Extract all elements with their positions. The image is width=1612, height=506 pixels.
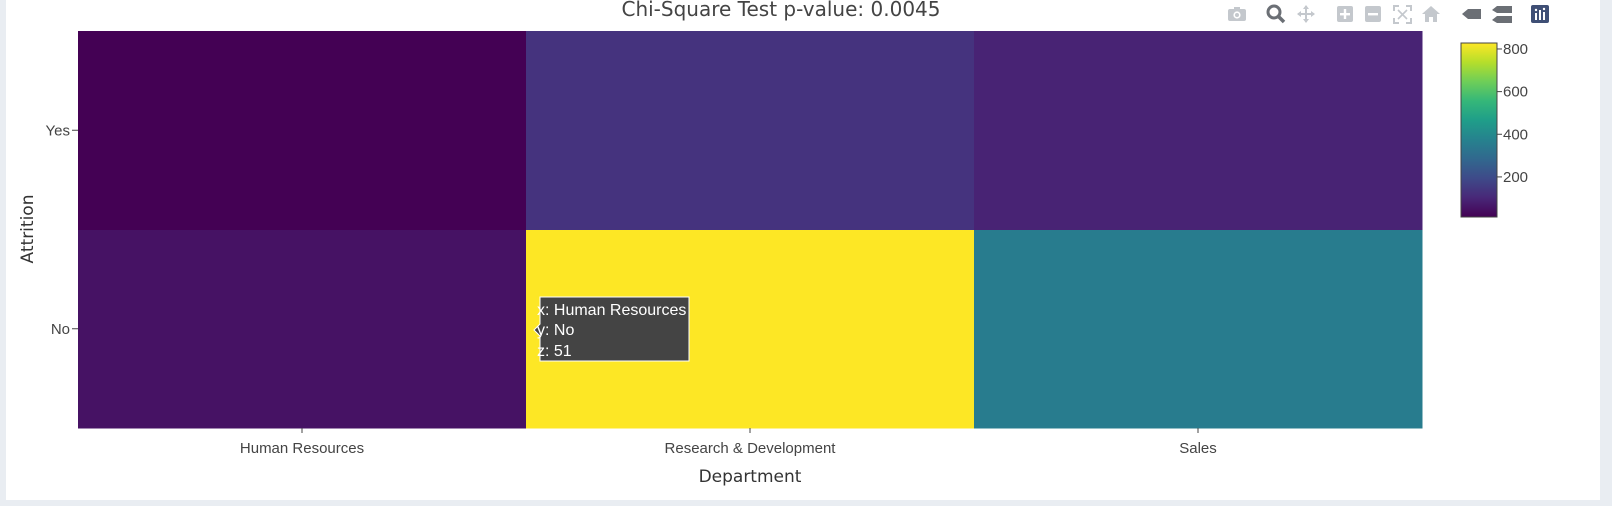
plotly-logo-icon[interactable] (1531, 5, 1549, 23)
tooltip-y: y: No (537, 322, 574, 339)
chart-title: Chi-Square Test p-value: 0.0045 (621, 0, 940, 21)
y-axis-title: Attrition (18, 195, 38, 264)
heatmap-cell[interactable] (78, 229, 527, 429)
zoom-icon[interactable] (1266, 4, 1286, 24)
x-tick-label: Sales (1179, 440, 1217, 457)
tooltip-z: z: 51 (537, 343, 572, 360)
compare-data-icon[interactable] (1492, 6, 1512, 23)
y-tick-label: No (51, 321, 70, 338)
colorbar-ticks: 200 400 600 800 (1497, 41, 1528, 186)
heatmap-cell[interactable] (974, 229, 1423, 429)
colorbar-tick-label: 200 (1503, 169, 1528, 186)
pan-icon[interactable] (1297, 5, 1315, 23)
colorbar-tick-label: 400 (1503, 126, 1528, 143)
x-axis-title: Department (699, 467, 802, 487)
colorbar (1460, 42, 1498, 218)
y-tick-label: Yes (46, 122, 70, 139)
autoscale-icon[interactable] (1393, 5, 1412, 24)
colorbar-tick-label: 600 (1503, 84, 1528, 101)
tooltip-x: x: Human Resources (537, 302, 686, 319)
heatmap-cell[interactable] (974, 31, 1423, 230)
zoom-in-icon[interactable] (1337, 6, 1353, 22)
colorbar-tick-label: 800 (1503, 41, 1528, 58)
x-axis-ticks: Human Resources Research & Development Sal… (240, 428, 1217, 457)
x-tick-label: Human Resources (240, 440, 364, 457)
heatmap-cell[interactable] (78, 31, 527, 230)
zoom-out-icon[interactable] (1365, 6, 1381, 22)
heatmap-chart: Chi-Square Test p-value: 0.0045 Human Re… (18, 0, 1549, 487)
y-axis-ticks: No Yes (46, 122, 78, 338)
spike-lines-icon[interactable] (1462, 9, 1481, 19)
x-tick-label: Research & Development (665, 440, 837, 457)
camera-icon[interactable] (1228, 7, 1246, 21)
modebar (1228, 4, 1549, 24)
hover-tooltip: x: Human Resources y: No z: 51 (533, 296, 690, 362)
plot-container: Chi-Square Test p-value: 0.0045 Human Re… (6, 0, 1600, 500)
heatmap-cell[interactable] (526, 31, 975, 230)
heatmap-cells[interactable] (78, 31, 1423, 429)
reset-axes-icon[interactable] (1422, 6, 1440, 22)
